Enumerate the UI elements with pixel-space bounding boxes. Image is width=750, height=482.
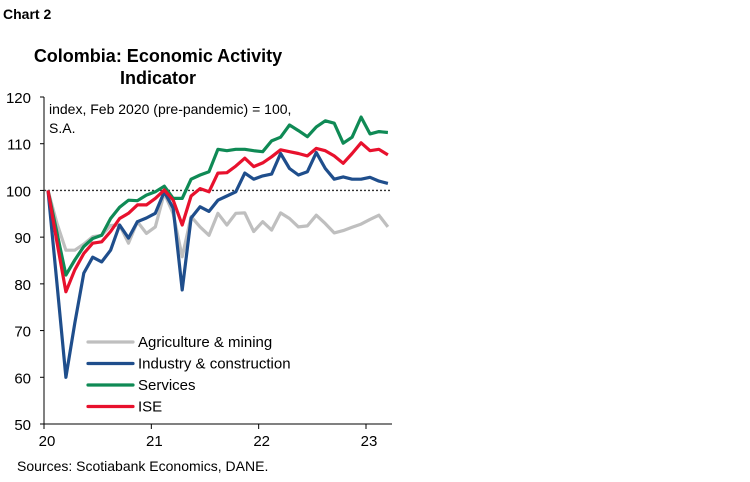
x-tick-label: 23 — [361, 433, 378, 450]
y-tick-label: 120 — [6, 90, 31, 107]
y-tick-label: 100 — [6, 183, 31, 200]
chart-annotation-line-1: index, Feb 2020 (pre-pandemic) = 100, — [49, 101, 291, 117]
x-tick-label: 22 — [253, 433, 270, 450]
y-tick-label: 110 — [7, 137, 31, 154]
legend-label: Agriculture & mining — [138, 334, 272, 351]
chart-annotation-line-2: S.A. — [49, 120, 75, 136]
legend-label: Services — [138, 377, 196, 394]
legend-label: ISE — [138, 399, 162, 416]
series-line-industry-construction — [46, 151, 389, 379]
x-tick-label: 21 — [146, 433, 163, 450]
chart-number-label: Chart 2 — [3, 6, 52, 22]
y-tick-label: 70 — [14, 324, 31, 341]
y-tick-label: 60 — [14, 370, 31, 387]
series-line-services — [46, 115, 389, 277]
legend-label: Industry & construction — [138, 356, 291, 373]
y-tick-label: 80 — [14, 277, 31, 294]
chart-title-line-2: Indicator — [120, 68, 196, 88]
y-tick-label: 90 — [14, 230, 31, 247]
y-tick-label: 50 — [14, 417, 31, 434]
chart-title-line-1: Colombia: Economic Activity — [34, 46, 282, 66]
source-note: Sources: Scotiabank Economics, DANE. — [17, 458, 268, 474]
series-line-ise — [46, 141, 389, 294]
legend: Agriculture & mining Industry & construct… — [86, 334, 291, 416]
x-tick-label: 20 — [39, 433, 56, 450]
